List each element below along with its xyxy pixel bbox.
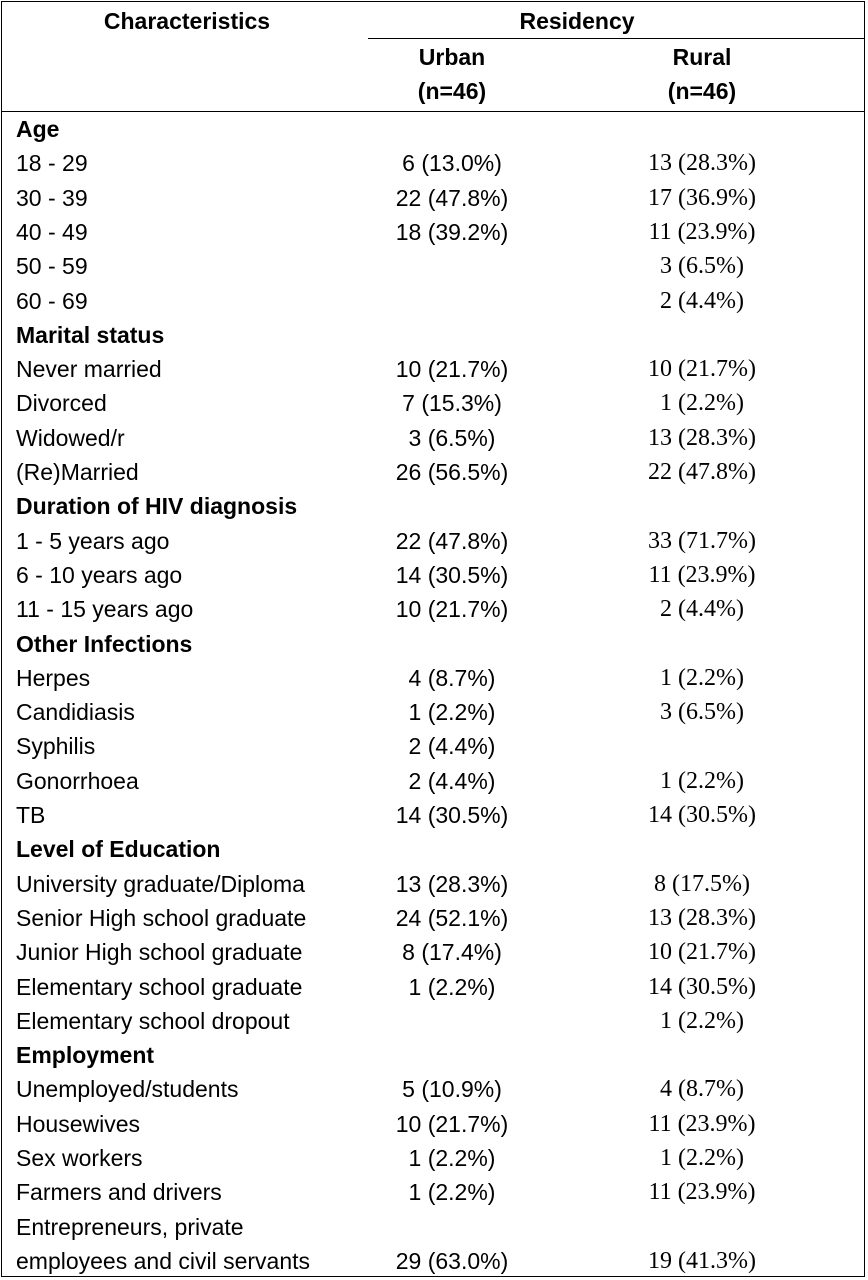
row-label: 30 - 39 (16, 184, 88, 211)
rural-value: 3 (6.5%) (660, 253, 744, 280)
header-rural: Rural (672, 44, 732, 70)
row-label: Elementary school graduate (16, 973, 303, 1000)
rural-value: 11 (23.9%) (648, 1110, 756, 1137)
urban-value: 7 (15.3%) (402, 390, 502, 417)
rural-value: 11 (23.9%) (648, 218, 756, 245)
urban-value: 22 (47.8%) (395, 527, 509, 554)
urban-value: 14 (30.5%) (395, 802, 509, 828)
row-label: Herpes (16, 664, 91, 691)
row-label: 11 - 15 years ago (16, 596, 194, 623)
rural-value: 11 (23.9%) (648, 561, 756, 588)
row-label: 50 - 59 (16, 253, 88, 280)
urban-value: 1 (2.2%) (408, 1145, 496, 1171)
urban-value: 22 (47.8%) (395, 184, 509, 211)
urban-value: 14 (30.5%) (395, 561, 509, 588)
row-label: 6 - 10 years ago (16, 561, 183, 588)
urban-value: 26 (56.5%) (395, 459, 509, 485)
rural-value: 3 (6.5%) (660, 699, 744, 726)
section-heading: Duration of HIV diagnosis (16, 493, 298, 520)
row-label: 18 - 29 (16, 150, 88, 177)
row-label: 40 - 49 (16, 218, 88, 245)
row-label: Elementary school dropout (16, 1007, 290, 1034)
header-divider (2, 111, 864, 112)
urban-value: 1 (2.2%) (408, 1179, 496, 1206)
rural-value: 14 (30.5%) (648, 802, 756, 828)
urban-value: 24 (52.1%) (395, 904, 509, 931)
urban-value: 3 (6.5%) (408, 424, 496, 451)
urban-value: 10 (21.7%) (395, 1110, 509, 1137)
row-label: Never married (16, 356, 162, 383)
rural-value: 13 (28.3%) (648, 904, 756, 931)
row-label: University graduate/Diploma (16, 870, 305, 897)
rural-value: 14 (30.5%) (648, 973, 756, 1000)
row-label: (Re)Married (16, 459, 139, 485)
row-label: Syphilis (16, 733, 96, 760)
urban-value: 18 (39.2%) (395, 218, 509, 245)
rural-value: 13 (28.3%) (648, 150, 756, 177)
row-label: Unemployed/students (16, 1076, 239, 1103)
row-label: employees and civil servants (16, 1247, 311, 1274)
rural-value: 10 (21.7%) (648, 356, 756, 383)
urban-value: 5 (10.9%) (402, 1076, 502, 1103)
residency-underline (368, 38, 865, 39)
rural-value: 1 (2.2%) (660, 767, 744, 794)
header-urban-n: (n=46) (417, 78, 487, 104)
row-label: Farmers and drivers (16, 1179, 222, 1206)
rural-value: 17 (36.9%) (648, 184, 756, 211)
row-label: TB (16, 802, 46, 828)
row-label: Sex workers (16, 1145, 143, 1171)
row-label: Divorced (16, 390, 107, 417)
row-label: Junior High school graduate (16, 939, 303, 966)
urban-value: 8 (17.4%) (402, 939, 502, 966)
rural-value: 2 (4.4%) (660, 287, 744, 314)
rural-value: 13 (28.3%) (648, 424, 756, 451)
urban-value: 1 (2.2%) (408, 699, 496, 726)
row-label: Widowed/r (16, 424, 125, 451)
rural-value: 10 (21.7%) (648, 939, 756, 966)
row-label: Senior High school graduate (16, 904, 307, 931)
urban-value: 29 (63.0%) (395, 1247, 509, 1274)
row-label: Candidiasis (16, 699, 135, 726)
header-characteristics: Characteristics (103, 8, 271, 34)
urban-value: 4 (8.7%) (408, 664, 496, 691)
urban-value: 6 (13.0%) (402, 150, 502, 177)
section-heading: Employment (16, 1042, 155, 1069)
urban-value: 13 (28.3%) (395, 870, 509, 897)
rural-value: 33 (71.7%) (648, 527, 756, 554)
header-urban: Urban (418, 44, 486, 70)
section-heading: Age (16, 116, 60, 142)
rural-value: 4 (8.7%) (660, 1076, 744, 1103)
row-label: 1 - 5 years ago (16, 527, 170, 554)
urban-value: 2 (4.4%) (408, 767, 496, 794)
row-label: Entrepreneurs, private (16, 1213, 244, 1240)
rural-value: 19 (41.3%) (648, 1247, 756, 1274)
section-heading: Marital status (16, 321, 165, 348)
header-residency: Residency (519, 8, 635, 34)
row-label: Gonorrhoea (16, 767, 139, 794)
rural-value: 1 (2.2%) (660, 664, 744, 691)
header-rural-n: (n=46) (667, 78, 737, 104)
urban-value: 10 (21.7%) (395, 356, 509, 383)
urban-value: 10 (21.7%) (395, 596, 509, 623)
rural-value: 22 (47.8%) (648, 459, 756, 485)
rural-value: 2 (4.4%) (660, 596, 744, 623)
section-heading: Level of Education (16, 836, 221, 863)
rural-value: 8 (17.5%) (654, 870, 750, 897)
rural-value: 1 (2.2%) (660, 390, 744, 417)
row-label: 60 - 69 (16, 287, 88, 314)
section-heading: Other Infections (16, 630, 193, 657)
urban-value: 2 (4.4%) (408, 733, 496, 760)
rural-value: 1 (2.2%) (660, 1007, 744, 1034)
rural-value: 11 (23.9%) (648, 1179, 756, 1206)
rural-value: 1 (2.2%) (660, 1145, 744, 1171)
row-label: Housewives (16, 1110, 140, 1137)
urban-value: 1 (2.2%) (408, 973, 496, 1000)
